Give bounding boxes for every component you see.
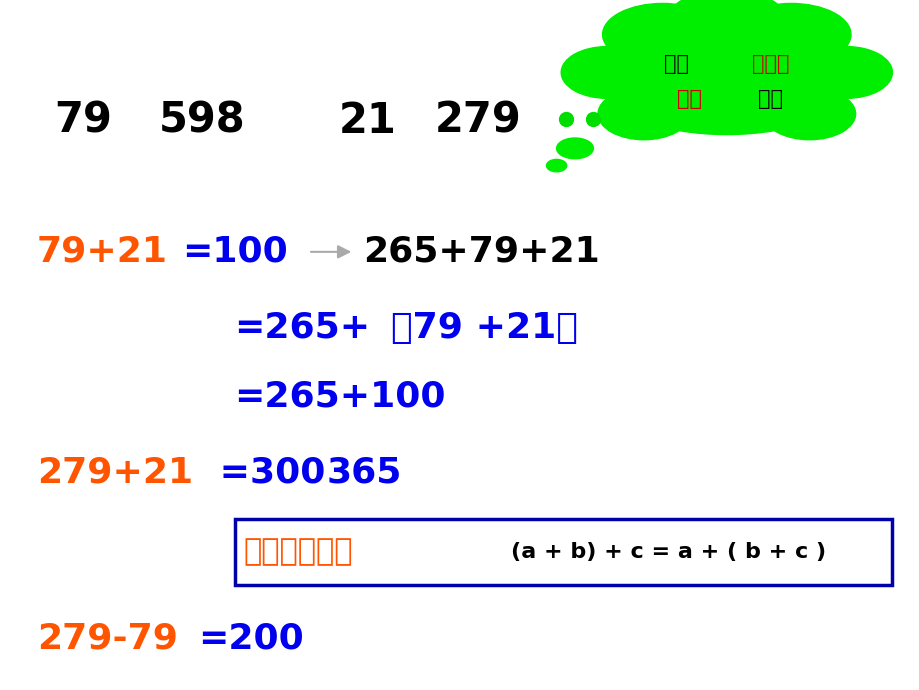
Ellipse shape [546,159,566,172]
Ellipse shape [731,3,850,66]
Ellipse shape [561,47,652,99]
Point [558,113,573,124]
Ellipse shape [800,47,891,99]
Text: (a + b) + c = a + ( b + c ): (a + b) + c = a + ( b + c ) [510,542,825,562]
Text: =265+: =265+ [234,310,370,345]
Text: 279-79: 279-79 [37,621,177,656]
Text: =265+100: =265+100 [234,380,446,414]
Text: =100: =100 [182,235,288,269]
Text: 加法结合律：: 加法结合律： [244,538,353,566]
Text: 两个数: 两个数 [752,55,789,74]
Point [585,113,600,124]
Text: 279+21: 279+21 [37,455,193,490]
Text: 265+79+21: 265+79+21 [363,235,599,269]
Text: =200: =200 [198,621,303,656]
Text: 计算: 计算 [757,89,783,108]
FancyBboxPatch shape [234,520,891,585]
Ellipse shape [666,0,786,52]
Text: 21: 21 [339,100,396,141]
Text: 79: 79 [54,100,111,141]
Text: （79 +21）: （79 +21） [391,310,577,345]
Text: 79+21: 79+21 [37,235,167,269]
Ellipse shape [763,88,855,140]
Ellipse shape [597,88,689,140]
Ellipse shape [597,24,855,135]
Text: 598: 598 [159,100,245,141]
Ellipse shape [556,138,593,159]
Text: =300: =300 [207,455,325,490]
Text: 365: 365 [326,455,402,490]
Text: 279: 279 [435,100,521,141]
Text: 任选: 任选 [663,55,688,74]
Text: 配对: 配对 [676,89,702,108]
Ellipse shape [602,3,721,66]
